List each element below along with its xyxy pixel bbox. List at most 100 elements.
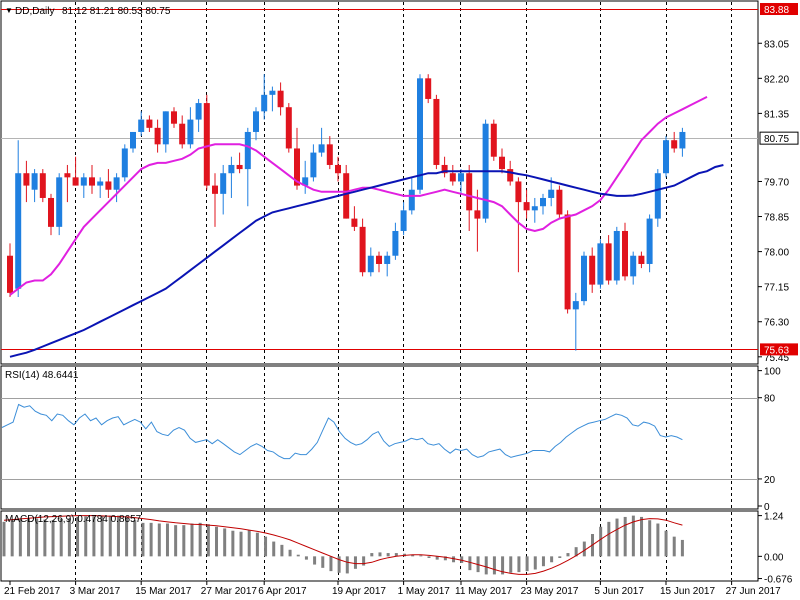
candle-body xyxy=(564,214,571,310)
macd-histogram-bar xyxy=(27,518,31,557)
macd-histogram-bar xyxy=(125,517,129,557)
fast-moving-average-line xyxy=(9,96,708,296)
candle-body xyxy=(64,173,71,178)
macd-histogram-bar xyxy=(501,556,505,575)
candle-body xyxy=(105,181,112,190)
macd-histogram-bar xyxy=(76,516,80,557)
macd-histogram-bar xyxy=(329,556,333,572)
candle-body xyxy=(23,173,30,186)
macd-histogram-bar xyxy=(541,556,545,567)
macd-histogram-bar xyxy=(182,525,186,557)
macd-histogram-bar xyxy=(92,516,96,557)
rsi-panel[interactable]: 100 80 20 0 RSI(14) 48.6441 xyxy=(0,365,781,513)
date-tick-label: 27 Mar 2017 xyxy=(201,586,258,597)
macd-histogram-bar xyxy=(206,524,210,557)
macd-histogram-bar xyxy=(607,521,611,557)
date-axis: 21 Feb 2017 3 Mar 2017 15 Mar 2017 27 Mar 2… xyxy=(4,581,781,597)
macd-histogram-bar xyxy=(484,556,488,575)
candle-body xyxy=(351,218,358,227)
candle-body xyxy=(376,255,382,264)
date-tick-label: 23 May 2017 xyxy=(521,586,579,597)
macd-histogram-bar xyxy=(43,519,47,557)
macd-histogram-bar xyxy=(198,522,202,557)
price-tick-label: 76.30 xyxy=(764,318,789,329)
macd-histogram-bar xyxy=(304,556,308,560)
candle-body xyxy=(326,144,333,165)
macd-histogram-bar xyxy=(100,515,104,557)
macd-histogram-bar xyxy=(247,530,251,557)
macd-histogram-bar xyxy=(35,518,39,557)
date-tick-label: 11 May 2017 xyxy=(455,586,513,597)
moving-averages xyxy=(9,96,724,358)
candle-body xyxy=(458,173,464,182)
chart-header: ▼ DD,Daily 81.12 81.21 80.53 80.75 xyxy=(5,6,171,17)
macd-histogram-bar xyxy=(558,556,562,558)
macd-histogram-bar xyxy=(313,556,317,565)
macd-histogram-bar xyxy=(394,553,398,557)
macd-histogram-bar xyxy=(141,522,145,557)
candle-body xyxy=(638,255,645,264)
price-panel-border xyxy=(0,0,759,365)
rsi-title: RSI(14) 48.6441 xyxy=(5,370,79,381)
macd-histogram-bar xyxy=(108,515,112,557)
macd-histogram-bar xyxy=(386,553,390,557)
candle-body xyxy=(515,181,522,203)
rsi-tick-label: 20 xyxy=(764,475,776,486)
macd-histogram-bar xyxy=(615,518,619,557)
macd-histogram-bar xyxy=(623,516,627,557)
rsi-panel-border xyxy=(0,365,759,510)
candle-body xyxy=(48,197,54,227)
macd-histogram-bar xyxy=(525,556,529,572)
macd-title: MACD(12,26,9) 0.4784 0.8657 xyxy=(5,514,142,525)
macd-histogram-bar xyxy=(51,520,55,557)
macd-histogram-bar xyxy=(550,556,554,563)
candlesticks xyxy=(7,74,686,351)
date-tick-label: 19 Apr 2017 xyxy=(332,586,386,597)
candle-body xyxy=(663,140,669,174)
macd-panel[interactable]: 1.24 0.00 -0.676 MACD(12,26,9) 0.4784 0.86… xyxy=(0,510,793,586)
macd-histogram-bar xyxy=(337,556,341,573)
candle-body xyxy=(187,119,194,145)
candle-body xyxy=(146,119,153,128)
candle-body xyxy=(548,189,555,198)
macd-axis: 1.24 0.00 -0.676 xyxy=(758,512,793,586)
macd-histogram-bar xyxy=(59,518,63,557)
macd-tick-label: -0.676 xyxy=(764,575,793,586)
candle-body xyxy=(490,123,497,157)
candle-body xyxy=(15,173,22,289)
candle-body xyxy=(343,173,350,219)
candle-body xyxy=(589,255,596,285)
date-tick-label: 6 Apr 2017 xyxy=(258,586,307,597)
candle-body xyxy=(597,243,604,285)
macd-histogram-bar xyxy=(443,556,447,561)
rsi-tick-label: 80 xyxy=(764,394,776,405)
price-tick-label: 77.15 xyxy=(764,283,789,294)
date-tick-label: 1 May 2017 xyxy=(398,586,451,597)
date-tick-label: 27 Jun 2017 xyxy=(726,586,781,597)
macd-histogram-bar xyxy=(672,536,676,557)
candle-body xyxy=(646,218,653,264)
candle-body xyxy=(474,210,481,219)
candle-body xyxy=(540,197,546,207)
macd-histogram-bar xyxy=(582,541,586,557)
macd-signal-series xyxy=(3,515,683,575)
price-level-label: 75.63 xyxy=(764,345,789,356)
candle-body xyxy=(581,255,587,302)
candle-body xyxy=(72,177,79,186)
candle-body xyxy=(130,131,136,149)
candle-body xyxy=(671,140,678,149)
candle-body xyxy=(89,177,95,186)
candle-body xyxy=(31,173,38,190)
rsi-line xyxy=(1,403,683,460)
candle-body xyxy=(97,181,104,186)
candle-body xyxy=(523,202,530,211)
candle-body xyxy=(384,255,391,264)
candle-body xyxy=(630,255,637,277)
candle-body xyxy=(195,103,202,120)
price-panel[interactable]: 83.05 82.20 81.35 79.70 78.85 78.00 77.15 76.30… xyxy=(0,0,799,365)
macd-histogram-bar xyxy=(648,520,652,557)
candle-body xyxy=(212,185,218,194)
candle-body xyxy=(154,127,161,145)
macd-histogram-bar xyxy=(664,530,668,557)
